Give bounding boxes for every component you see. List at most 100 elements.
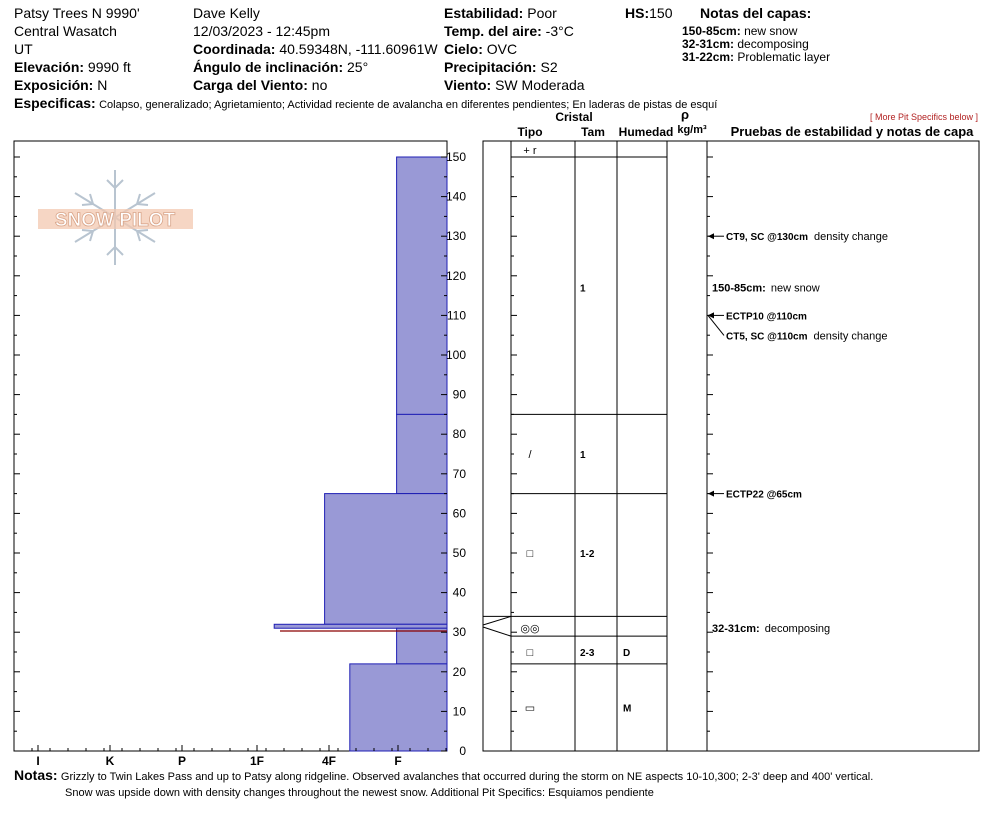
hardness-bar [273,623,448,629]
layer-note-range: 31-22cm: [682,50,735,64]
crystal-type-symbol: ◎◎ [520,623,539,635]
wind: Viento: SW Moderada [444,76,585,94]
aspect-value: N [97,77,108,93]
hardness-tick-label: I [36,754,39,768]
depth-tick-label: 130 [446,229,466,243]
layer-connector [482,626,512,637]
hardness-tick-label: 4F [322,754,336,768]
notes-label: Notas: [14,767,58,783]
depth-scale: 0 10 20 30 40 50 60 70 80 90 100 110 120 130 140 150 [446,150,466,758]
crystal-table: + r 1 / 1 □ 1-2 ◎◎ □ 2-3 D ▭ M CT9, SC @130cm densit… [482,140,980,752]
aspect: Exposición: N [14,76,107,94]
aspect-label: Exposición: [14,77,94,93]
coordinates-label: Coordinada: [193,41,276,57]
crystal-size: 1-2 [580,549,595,560]
crystal-size: 1 [580,284,586,295]
layer-note-text: Problematic layer [737,50,831,64]
hardness-tick-label: 1F [250,754,264,768]
stability: Estabilidad: Poor [444,4,557,22]
wind-value: SW Moderada [495,77,585,93]
hardness-plot-frame [13,140,448,752]
crystal-table-frame [482,140,980,752]
more-pit-specifics-link[interactable]: [ More Pit Specifics below ] [870,112,979,122]
depth-tick-label: 90 [453,388,467,402]
depth-tick-label: 10 [453,704,467,718]
crystal-type-symbol: □ [527,647,534,659]
depth-tick-label: 0 [459,744,466,758]
test-arrowhead [708,233,714,240]
depth-tick-label: 150 [446,150,466,164]
snow-height: HS:150 [625,4,672,22]
test-note: density change [814,231,888,243]
wind-loading: Carga del Viento: no [193,76,327,94]
test-note: density change [813,330,887,342]
wind-loading-value: no [311,77,328,93]
notes-line-1: Grizzly to Twin Lakes Pass and up to Pat… [60,771,874,783]
depth-tick-label: 20 [453,665,467,679]
notes-line-2: Snow was upside down with density change… [65,787,654,799]
layer-notes-title: Notas del capas: [700,5,812,21]
header-rho: ρ [681,107,689,122]
air-temperature-label: Temp. del aire: [444,23,542,39]
precipitation: Precipitación: S2 [444,58,558,76]
site-specifics: Especificas: Colapso, generalizado; Agri… [14,95,717,111]
header-tests: Pruebas de estabilidad y notas de capa [731,124,975,139]
logo-text: SNOW PILOT [55,210,176,231]
air-temperature-value: -3°C [545,23,574,39]
header-density: kg/m³ [677,124,707,136]
layer-note-range: 150-85cm: [682,24,741,38]
crystal-moisture: D [623,648,630,659]
hardness-tick-label: F [394,754,401,768]
hardness-bar [396,627,448,665]
depth-tick-label: 40 [453,586,467,600]
stability-label: Estabilidad: [444,5,524,21]
stability-value: Poor [527,5,557,21]
wind-loading-label: Carga del Viento: [193,77,308,93]
snow-height-value: 150 [649,5,673,21]
snow-height-label: HS: [625,5,650,21]
sky: Cielo: OVC [444,40,517,58]
hardness-tick-label: K [106,754,115,768]
crystal-type-symbol: ▭ [525,702,535,714]
layer-note-range: 32-31cm: [682,37,735,51]
sky-label: Cielo: [444,41,483,57]
header-moisture: Humedad [619,125,674,139]
depth-tick-label: 140 [446,190,466,204]
observer-name: Dave Kelly [193,5,260,21]
depth-tick-label: 30 [453,625,467,639]
header-crystal: Cristal [555,110,592,124]
site-specifics-value: Colapso, generalizado; Agrietamiento; Ac… [99,99,718,111]
test-result: CT5, SC @110cm density change [726,330,887,342]
layer-note-2: 32-31cm: decomposing [682,37,809,51]
crystal-moisture: M [623,703,631,714]
hardness-bar [324,493,448,625]
layer-note-text: decomposing [737,37,809,51]
hardness-bar [396,156,448,415]
layer-note-3: 31-22cm: Problematic layer [682,50,830,64]
depth-tick-label: 60 [453,506,467,520]
snowpilot-logo: SNOW PILOT [38,170,193,265]
hardness-tick-label: P [178,754,186,768]
test-arrowhead [708,490,714,497]
layer-note-text: new snow [744,24,798,38]
site-specifics-label: Especificas: [14,95,96,111]
layer-note-label: 32-31cm: decomposing [712,623,830,635]
crystal-type-symbol: + r [523,145,536,157]
hardness-bar [349,663,448,752]
mountain-range: Central Wasatch [14,23,117,39]
precipitation-label: Precipitación: [444,59,537,75]
crystal-size: 2-3 [580,648,595,659]
observation-datetime: 12/03/2023 - 12:45pm [193,23,330,39]
column-headers: Cristal Tipo Tam Humedad ρ kg/m³ Pruebas… [517,107,974,139]
layer-note-text: new snow [771,283,820,295]
elevation: Elevación: 9990 ft [14,58,131,76]
crystal-type-symbol: □ [527,548,534,560]
layer-note-text: decomposing [765,623,830,635]
slope-angle-label: Ángulo de inclinación: [193,59,344,75]
coordinates-value: 40.59348N, -111.60961W [279,41,438,57]
test-arrowhead [708,312,714,319]
test-result: ECTP10 @110cm [726,311,807,322]
depth-tick-label: 70 [453,467,467,481]
crystal-type-symbol: / [528,449,532,461]
coordinates: Coordinada: 40.59348N, -111.60961W [193,40,438,58]
